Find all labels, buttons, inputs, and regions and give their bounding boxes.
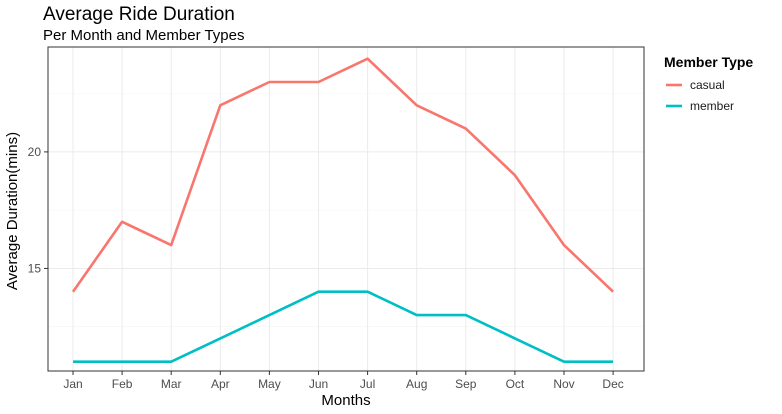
x-axis-title: Months — [321, 392, 370, 409]
x-tick-label: Nov — [553, 377, 574, 391]
legend: Member Type casual member — [664, 54, 753, 113]
x-tick-label: May — [258, 377, 281, 391]
x-tick-label: Dec — [602, 377, 623, 391]
series-layer — [71, 57, 614, 364]
legend-label-casual: casual — [690, 78, 725, 92]
plot-panel — [47, 46, 645, 372]
x-tick-label: Jul — [360, 377, 375, 391]
series-line-member — [73, 290, 614, 364]
x-tick-label: Aug — [406, 377, 427, 391]
legend-label-member: member — [690, 99, 734, 113]
x-tick-label: Feb — [112, 377, 133, 391]
legend-title: Member Type — [664, 54, 753, 70]
x-tick-label: Sep — [455, 377, 477, 391]
y-tick-label: 15 — [28, 261, 42, 275]
y-tick-label: 20 — [28, 145, 42, 159]
chart-subtitle: Per Month and Member Types — [43, 27, 245, 44]
x-axis: Jan Feb Mar Apr May Jun Jul Aug Sep Oct Nov Dec — [63, 371, 624, 391]
x-tick-label: Mar — [161, 377, 182, 391]
series-line-casual — [71, 57, 614, 293]
y-axis-title: Average Duration(mins) — [4, 132, 21, 290]
chart-title: Average Ride Duration — [43, 4, 235, 25]
x-tick-label: Oct — [506, 377, 525, 391]
x-tick-label: Jan — [63, 377, 82, 391]
x-tick-label: Apr — [211, 377, 230, 391]
grid-lines — [48, 47, 644, 371]
x-tick-label: Jun — [309, 377, 328, 391]
